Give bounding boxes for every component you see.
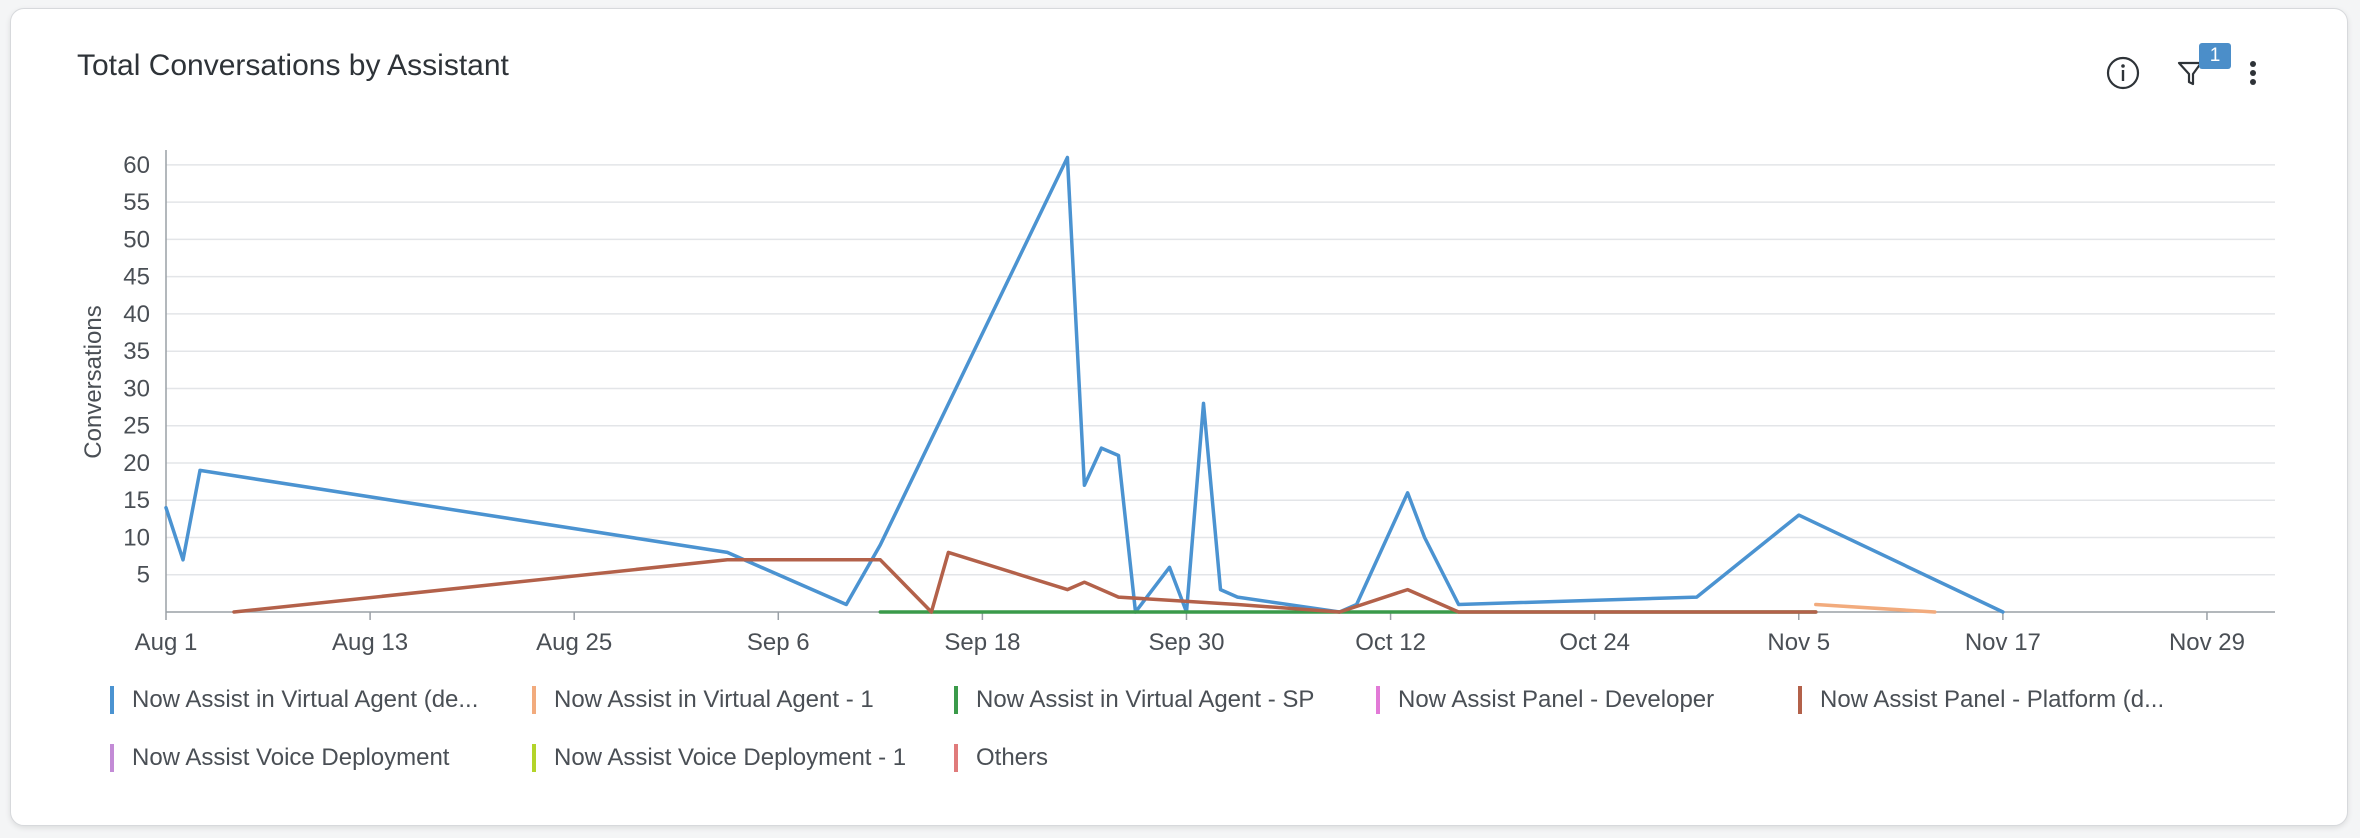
x-tick-label: Sep 6 — [747, 629, 810, 656]
legend-swatch — [110, 686, 114, 714]
legend-item[interactable]: Now Assist in Virtual Agent (de... — [110, 680, 478, 720]
y-axis-ticks: 5 10 15 20 25 30 35 40 45 50 55 60 — [123, 152, 150, 589]
y-tick-label: 30 — [123, 375, 150, 402]
x-tick-label: Nov 5 — [1767, 629, 1830, 656]
x-tick-label: Oct 12 — [1355, 629, 1426, 656]
legend-label: Others — [976, 744, 1049, 771]
legend-swatch — [954, 686, 958, 714]
legend-swatch — [954, 744, 958, 772]
y-tick-label: 60 — [123, 152, 150, 179]
legend-swatch — [110, 744, 114, 772]
legend-item[interactable]: Now Assist Voice Deployment — [110, 738, 449, 778]
legend-item[interactable]: Now Assist in Virtual Agent - 1 — [532, 680, 874, 720]
legend-label: Now Assist Voice Deployment — [132, 744, 450, 771]
y-tick-label: 40 — [123, 301, 150, 328]
x-tick-label: Aug 13 — [332, 629, 408, 656]
y-tick-label: 55 — [123, 189, 150, 216]
chart-series — [164, 155, 2005, 614]
legend-label: Now Assist in Virtual Agent (de... — [132, 686, 479, 713]
series-line[interactable] — [1814, 602, 1937, 614]
chart-card: Total Conversations by Assistant 1 — [10, 8, 2348, 826]
x-tick-label: Sep 30 — [1148, 629, 1224, 656]
y-tick-label: 45 — [123, 264, 150, 291]
legend-swatch — [1798, 686, 1802, 714]
x-tick-label: Oct 24 — [1559, 629, 1630, 656]
legend-swatch — [532, 744, 536, 772]
series-line[interactable] — [232, 550, 1818, 614]
y-axis-label: Conversations — [80, 305, 107, 458]
legend-swatch — [532, 686, 536, 714]
legend-label: Now Assist in Virtual Agent - SP — [976, 686, 1315, 713]
more-vertical-icon — [2250, 61, 2256, 85]
legend-swatch — [1376, 686, 1380, 714]
more-options-button[interactable] — [2229, 49, 2277, 97]
legend-label: Now Assist Panel - Developer — [1398, 686, 1715, 713]
legend-item[interactable]: Now Assist in Virtual Agent - SP — [954, 680, 1314, 720]
legend-item[interactable]: Now Assist Voice Deployment - 1 — [532, 738, 906, 778]
filter-button[interactable]: 1 — [2167, 43, 2231, 97]
legend-item[interactable]: Now Assist Panel - Platform (d... — [1798, 680, 2164, 720]
y-tick-label: 20 — [123, 450, 150, 477]
legend-item[interactable]: Now Assist Panel - Developer — [1376, 680, 1714, 720]
y-tick-label: 15 — [123, 487, 150, 514]
legend-item[interactable]: Others — [954, 738, 1048, 778]
chart-grid — [166, 164, 2275, 576]
y-tick-label: 35 — [123, 338, 150, 365]
x-tick-label: Aug 25 — [536, 629, 612, 656]
y-tick-label: 50 — [123, 226, 150, 253]
y-tick-label: 25 — [123, 413, 150, 440]
x-axis-ticks: Aug 1 Aug 13 Aug 25 Sep 6 Sep 18 Sep 30 Oct 12… — [135, 612, 2245, 656]
x-tick-label: Nov 17 — [1965, 629, 2041, 656]
x-tick-label: Nov 29 — [2169, 629, 2245, 656]
series-line[interactable] — [164, 155, 2005, 614]
y-tick-label: 10 — [123, 524, 150, 551]
x-tick-label: Aug 1 — [135, 629, 198, 656]
legend-label: Now Assist Panel - Platform (d... — [1820, 686, 2165, 713]
line-chart: 5 10 15 20 25 30 35 40 45 50 55 60 Aug 1 Aug 13 Aug 2… — [80, 150, 2275, 656]
info-icon — [2106, 56, 2140, 90]
x-tick-label: Sep 18 — [944, 629, 1020, 656]
filter-count-badge: 1 — [2199, 43, 2231, 69]
chart-axes — [165, 150, 2275, 613]
legend-label: Now Assist Voice Deployment - 1 — [554, 744, 907, 771]
card-title: Total Conversations by Assistant — [77, 49, 509, 82]
info-button[interactable] — [2099, 49, 2147, 97]
legend-label: Now Assist in Virtual Agent - 1 — [554, 686, 874, 713]
y-tick-label: 5 — [137, 562, 150, 589]
